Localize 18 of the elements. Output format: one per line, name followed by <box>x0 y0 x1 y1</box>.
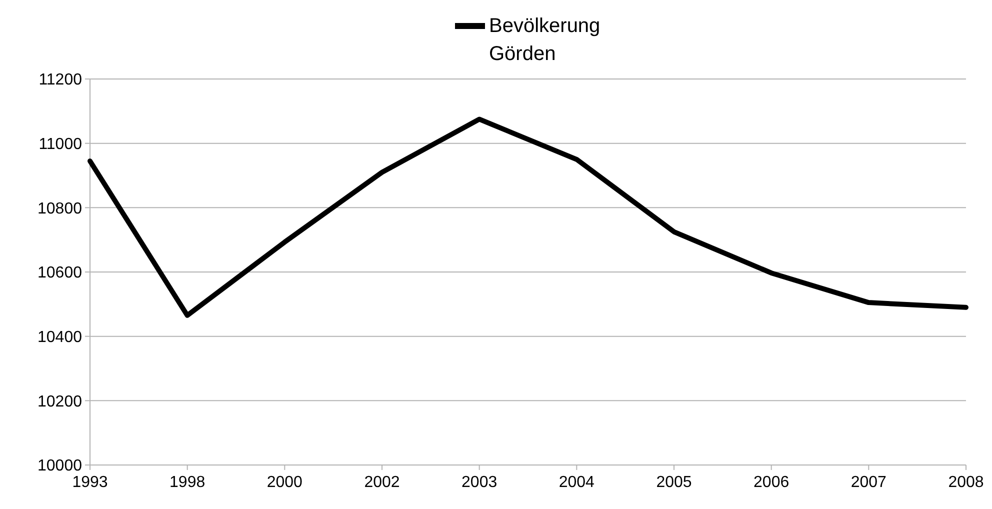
x-tick-label: 2004 <box>558 474 595 491</box>
y-tick-label: 10200 <box>38 393 82 410</box>
x-tick-label: 2008 <box>948 474 984 491</box>
x-tick-label: 2005 <box>656 474 692 491</box>
x-tick-label: 1998 <box>170 474 206 491</box>
y-tick-label: 11200 <box>38 72 82 89</box>
x-tick-label: 2000 <box>266 474 303 491</box>
x-tick-label: 2002 <box>364 474 400 491</box>
x-tick-label: 1993 <box>72 474 108 491</box>
y-tick-label: 10000 <box>38 458 82 475</box>
y-tick-label: 11000 <box>38 136 82 153</box>
legend-label: Bevölkerung Görden <box>489 15 600 65</box>
y-tick-label: 10400 <box>38 328 82 346</box>
x-tick-label: 2003 <box>462 474 498 491</box>
y-tick-label: 10800 <box>38 200 82 218</box>
y-tick-label: 10600 <box>38 264 82 282</box>
x-tick-label: 2007 <box>850 474 887 491</box>
x-tick-label: 2006 <box>754 474 790 491</box>
